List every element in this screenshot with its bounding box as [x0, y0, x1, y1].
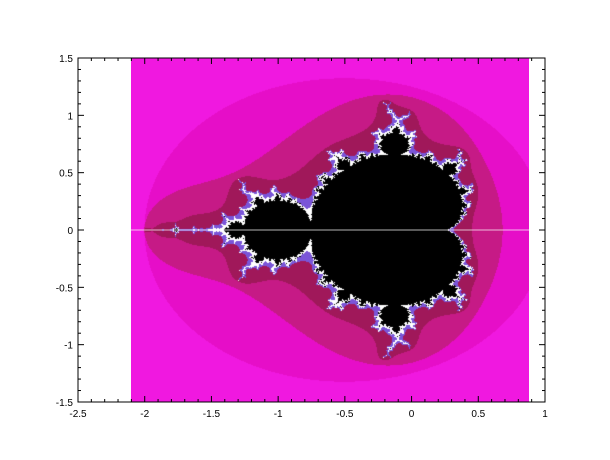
y-axis-ticks: -1.5 -1 -0.5 0 0.5 1 1.5 [56, 54, 545, 409]
y-tick-label: -0.5 [56, 283, 74, 294]
x-tick-label: 1 [542, 409, 548, 420]
mandelbrot-image-layer [131, 58, 529, 402]
y-tick-label: -1.5 [56, 398, 74, 409]
y-tick-label: 0.5 [59, 169, 73, 180]
x-tick-label: 0 [409, 409, 415, 420]
x-axis-ticks: -2.5 -2 -1.5 -1 -0.5 0 0.5 1 [69, 58, 548, 420]
y-tick-label: -1 [64, 341, 73, 352]
x-tick-label: -1.5 [203, 409, 221, 420]
y-tick-label: 1 [67, 111, 73, 122]
y-tick-label: 0 [67, 226, 73, 237]
x-tick-label: -2 [140, 409, 149, 420]
x-tick-label: -0.5 [336, 409, 354, 420]
y-tick-label: 1.5 [59, 54, 73, 65]
x-tick-label: -2.5 [69, 409, 87, 420]
x-tick-label: 0.5 [471, 409, 485, 420]
x-tick-label: -1 [274, 409, 283, 420]
